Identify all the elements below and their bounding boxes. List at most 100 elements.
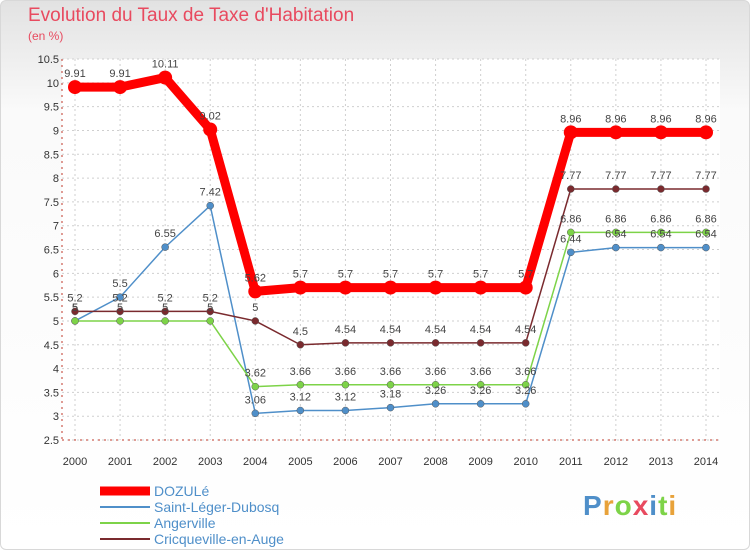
y-tick-label: 3 bbox=[53, 411, 59, 423]
logo-letter: i bbox=[649, 490, 659, 521]
data-label: 3.12 bbox=[335, 391, 356, 403]
data-point bbox=[68, 80, 82, 95]
y-tick-label: 2.5 bbox=[44, 435, 59, 447]
data-label: 9.91 bbox=[64, 68, 85, 80]
data-point bbox=[521, 400, 530, 408]
data-label: 5.2 bbox=[203, 292, 218, 304]
data-point bbox=[251, 317, 260, 325]
data-point bbox=[657, 243, 665, 252]
data-point bbox=[248, 284, 263, 299]
data-point bbox=[657, 228, 665, 237]
data-label: 5.7 bbox=[293, 269, 308, 281]
y-tick-label: 10 bbox=[47, 78, 59, 90]
data-point bbox=[206, 201, 214, 210]
data-label: 5.2 bbox=[67, 292, 82, 304]
data-label: 5.2 bbox=[112, 292, 127, 304]
logo-letter: o bbox=[614, 490, 633, 521]
data-point bbox=[293, 280, 308, 295]
data-point bbox=[567, 185, 575, 193]
data-point bbox=[476, 400, 485, 408]
data-label: 6.86 bbox=[605, 213, 626, 225]
data-label: 8.96 bbox=[605, 113, 626, 125]
data-label: 3.66 bbox=[515, 366, 536, 378]
data-label: 6.54 bbox=[605, 229, 626, 241]
data-label: 3.62 bbox=[245, 368, 266, 380]
data-label: 5 bbox=[207, 302, 213, 314]
data-label: 5.7 bbox=[383, 269, 398, 281]
data-label: 7.77 bbox=[650, 170, 671, 182]
x-tick-label: 2007 bbox=[378, 456, 402, 468]
data-point bbox=[161, 243, 169, 251]
data-point bbox=[702, 185, 710, 193]
legend: DOZULéSaint-Léger-DubosqAngervilleCricqu… bbox=[100, 483, 284, 547]
x-tick-label: 2002 bbox=[153, 456, 177, 468]
data-label: 6.86 bbox=[650, 213, 671, 225]
legend-label: Angerville bbox=[154, 515, 216, 531]
proxiti-logo: Proxiti bbox=[583, 490, 677, 522]
y-tick-label: 6 bbox=[53, 268, 59, 280]
data-label: 9.02 bbox=[200, 110, 221, 122]
y-tick-label: 7.5 bbox=[44, 197, 59, 209]
data-point bbox=[702, 243, 710, 252]
data-point bbox=[476, 381, 485, 389]
data-point bbox=[431, 381, 440, 389]
data-point bbox=[296, 341, 305, 349]
x-tick-label: 2010 bbox=[513, 456, 537, 468]
data-point bbox=[608, 125, 623, 140]
data-point bbox=[116, 293, 124, 301]
data-label: 7.42 bbox=[200, 187, 221, 199]
data-point bbox=[116, 317, 124, 325]
data-point bbox=[251, 382, 260, 391]
data-label: 5 bbox=[117, 302, 123, 314]
x-tick-label: 2013 bbox=[649, 456, 673, 468]
data-label: 5 bbox=[72, 302, 78, 314]
data-point bbox=[296, 406, 305, 415]
data-label: 5.7 bbox=[428, 269, 443, 281]
data-label: 5 bbox=[162, 302, 168, 314]
data-label: 6.55 bbox=[154, 228, 175, 240]
data-label: 9.91 bbox=[109, 68, 130, 80]
x-tick-label: 2014 bbox=[694, 456, 718, 468]
series-lines bbox=[68, 70, 713, 418]
data-point bbox=[653, 125, 668, 140]
data-point bbox=[71, 307, 79, 316]
logo-letter: x bbox=[632, 490, 650, 521]
data-point bbox=[612, 185, 620, 193]
data-label: 4.54 bbox=[380, 324, 401, 336]
data-point bbox=[702, 228, 710, 237]
y-tick-label: 9.5 bbox=[44, 102, 59, 114]
data-label: 7.77 bbox=[560, 170, 581, 182]
data-point bbox=[158, 70, 173, 85]
data-point bbox=[338, 280, 353, 295]
data-label: 5 bbox=[72, 302, 78, 314]
legend-label: DOZULé bbox=[154, 483, 209, 499]
data-label: 7.77 bbox=[605, 170, 626, 182]
data-label: 6.54 bbox=[650, 229, 671, 241]
y-tick-label: 4.5 bbox=[44, 340, 59, 352]
data-point bbox=[113, 80, 128, 95]
data-point bbox=[71, 317, 79, 325]
y-tick-label: 4 bbox=[53, 364, 59, 376]
data-label: 8.96 bbox=[560, 113, 581, 125]
data-point bbox=[251, 409, 260, 418]
x-tick-label: 2012 bbox=[604, 456, 628, 468]
data-point bbox=[341, 381, 350, 389]
y-tick-label: 5 bbox=[53, 316, 59, 328]
data-label: 4.54 bbox=[335, 324, 356, 336]
data-point bbox=[518, 280, 533, 295]
data-point bbox=[116, 307, 124, 316]
data-point bbox=[473, 280, 488, 295]
data-point bbox=[521, 339, 530, 347]
data-label: 6.54 bbox=[695, 229, 716, 241]
data-point bbox=[699, 125, 713, 140]
legend-label: Cricqueville-en-Auge bbox=[154, 531, 284, 547]
x-tick-label: 2011 bbox=[559, 456, 583, 468]
data-label: 3.66 bbox=[290, 366, 311, 378]
data-label: 3.12 bbox=[290, 391, 311, 403]
data-point bbox=[431, 339, 440, 347]
data-label: 5.62 bbox=[245, 272, 266, 284]
logo-letter: i bbox=[668, 490, 678, 521]
data-point bbox=[612, 243, 620, 252]
data-label: 4.54 bbox=[515, 324, 536, 336]
